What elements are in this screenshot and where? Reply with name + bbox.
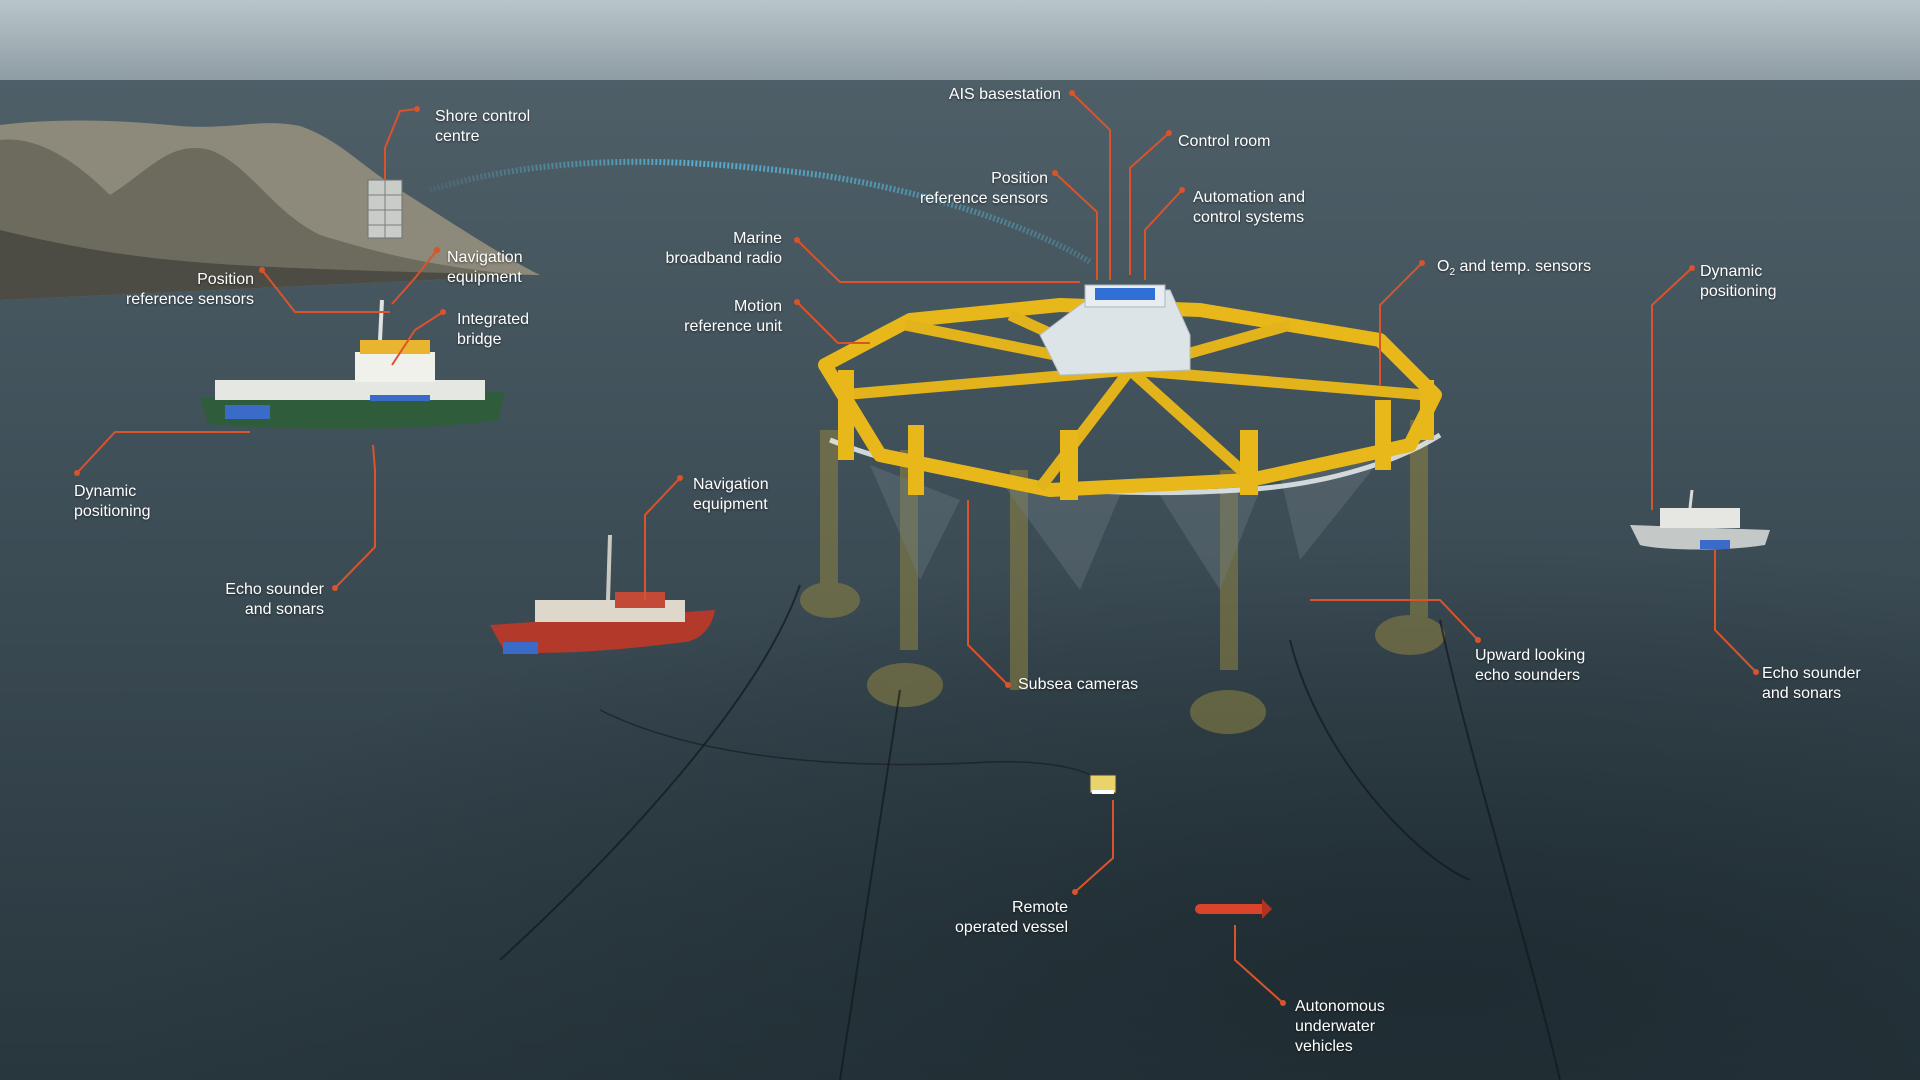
vessel-icon — [200, 299, 505, 429]
auv-icon — [1195, 899, 1272, 919]
label-line: Integrated — [457, 311, 530, 328]
label-line: Shore control — [435, 108, 531, 125]
leader-dots — [74, 90, 1759, 1006]
label-line: and sonars — [1762, 685, 1842, 702]
label-echo-sounder-left: Echo sounder and sonars — [225, 580, 324, 620]
label-line: Automation and — [1193, 189, 1306, 206]
label-position-reference-sensors-left: Position reference sensors — [126, 270, 254, 310]
label-o2-temp-sensors: O2 and temp. sensors — [1437, 257, 1591, 283]
label-line: reference sensors — [125, 291, 254, 308]
label-position-reference-sensors-center: Position reference sensors — [920, 169, 1048, 209]
label-line: reference unit — [684, 318, 782, 335]
label-line: Subsea cameras — [1018, 676, 1139, 693]
label-line: Autonomous — [1295, 998, 1385, 1015]
label-rest: and temp. sensors — [1455, 258, 1592, 275]
label-line: Position — [197, 271, 254, 288]
label-subsea-cameras: Subsea cameras — [1018, 675, 1138, 695]
radio-link-beam — [429, 158, 1092, 265]
label-subscript: 2 — [1449, 267, 1456, 279]
label-line: Echo sounder — [1762, 665, 1861, 682]
label-control-room: Control room — [1178, 132, 1270, 152]
label-dynamic-positioning-left: Dynamic positioning — [74, 482, 151, 522]
label-line: operated vessel — [955, 919, 1068, 936]
label-line: reference sensors — [919, 190, 1048, 207]
coastal-cliffs — [0, 120, 540, 300]
label-line: Echo sounder — [225, 581, 324, 598]
label-line: Position — [991, 170, 1048, 187]
vessel-icon — [490, 534, 715, 654]
vessel-icon — [1630, 489, 1770, 550]
label-integrated-bridge: Integrated bridge — [457, 310, 529, 350]
label-line: and sonars — [244, 601, 324, 618]
label-line: Dynamic — [74, 483, 137, 500]
label-line: vehicles — [1295, 1038, 1353, 1055]
mooring-lines — [499, 584, 1561, 1080]
label-line: control systems — [1193, 209, 1305, 226]
label-line: AIS basestation — [948, 86, 1061, 103]
label-automation-control-systems: Automation and control systems — [1193, 188, 1305, 228]
label-echo-sounder-right: Echo sounder and sonars — [1762, 664, 1861, 704]
sky — [0, 0, 1920, 85]
label-dynamic-positioning-right: Dynamic positioning — [1700, 262, 1777, 302]
deep-water — [0, 450, 1920, 1080]
label-autonomous-underwater-vehicles: Autonomous underwater vehicles — [1295, 997, 1385, 1057]
label-line: Remote — [1011, 899, 1068, 916]
label-line: positioning — [1700, 283, 1777, 300]
label-line: centre — [435, 128, 480, 145]
label-navigation-equipment-left: Navigation equipment — [447, 248, 523, 288]
label-remote-operated-vessel: Remote operated vessel — [955, 898, 1068, 938]
label-motion-reference-unit: Motion reference unit — [684, 297, 782, 337]
label-line: bridge — [457, 331, 502, 348]
label-line: broadband radio — [665, 250, 782, 267]
label-line: echo sounders — [1475, 667, 1580, 684]
label-shore-control-centre: Shore control centre — [435, 107, 530, 147]
shore-control-building-icon — [367, 179, 403, 239]
label-line: positioning — [74, 503, 151, 520]
leader-lines — [76, 92, 1757, 1004]
label-line: Navigation — [693, 476, 769, 493]
label-line: Motion — [733, 298, 782, 315]
fish-farm-rig-icon — [800, 284, 1445, 734]
label-o: O — [1437, 258, 1450, 275]
label-line: Control room — [1178, 133, 1271, 150]
label-line: Dynamic — [1700, 263, 1763, 280]
rov-icon — [1089, 774, 1117, 794]
label-line: equipment — [693, 496, 768, 513]
label-line: equipment — [447, 269, 522, 286]
label-line: Navigation — [447, 249, 523, 266]
rov-tether — [599, 709, 1101, 783]
label-line: Upward looking — [1475, 647, 1586, 664]
label-ais-basestation: AIS basestation — [949, 85, 1061, 105]
label-navigation-equipment-mid: Navigation equipment — [693, 475, 769, 515]
label-line: Marine — [733, 230, 782, 247]
label-marine-broadband-radio: Marine broadband radio — [665, 229, 782, 269]
label-line: underwater — [1295, 1018, 1376, 1035]
label-upward-looking-echo-sounders: Upward looking echo sounders — [1475, 646, 1585, 686]
